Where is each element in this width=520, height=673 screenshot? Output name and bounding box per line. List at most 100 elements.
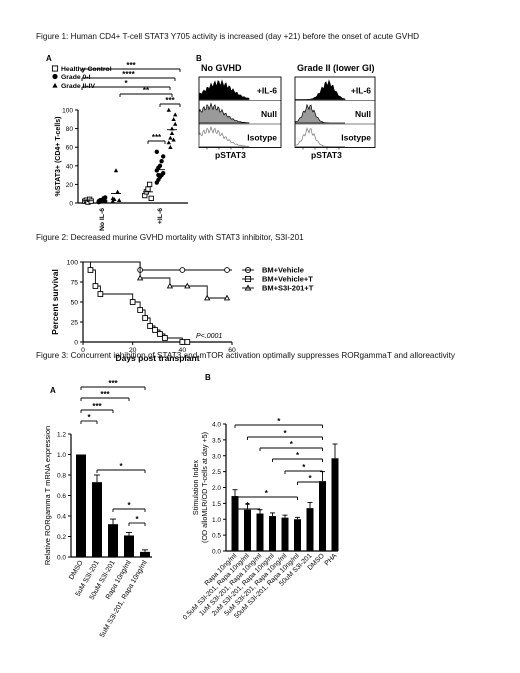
flow-panel-title: No GVHD [201,63,242,73]
x-category-label: DMSO [68,559,85,581]
data-point [154,149,159,155]
figure2-survival-chart: 0 25 50 75 100 0 20 40 60 Days post transplant Per… [50,260,314,364]
bar [124,535,134,557]
y-tick-label: 0 [69,201,73,208]
y-tick-label: 50 [70,300,78,307]
legend-label-0: BM+Vehicle [262,266,304,275]
p-value-label: P<.0001 [196,333,222,340]
flow-row-label: +IL-6 [257,86,277,96]
sig-bracket-4-label: * [302,463,306,472]
data-point [168,135,173,140]
legend-label-2: Grade II-IV [61,83,95,90]
y-tick-label: 0.0 [212,549,221,556]
sig-bracket-2-label: * [124,79,128,88]
data-point [171,137,176,142]
survival-marker [142,315,148,321]
y-tick-label: 40 [66,163,74,170]
y-tick-label: 0.8 [57,473,66,480]
sig-bracket-1-label: * [283,429,287,438]
sig-bracket-6-label: * [135,515,139,524]
flow-row-label: Isotype [247,133,277,143]
y-tick-label: 20 [66,182,74,189]
y-tick-label: 25 [70,320,78,327]
survival-marker [166,282,174,289]
bar [281,517,289,551]
data-point [166,107,171,112]
survival-marker [223,294,231,301]
sig-bracket-1-label: *** [92,402,102,411]
data-point [171,117,176,122]
sig-bracket-3-label: *** [108,379,118,388]
survival-marker [87,267,94,273]
x-tick-label: 0 [81,347,85,354]
data-point [159,158,164,164]
y-axis-label-2: (OD alloMLR/OD T-cells at day +5) [200,432,209,543]
legend-label-1: BM+Vehicle+T [262,275,313,284]
data-point [113,168,119,173]
data-point [148,195,154,201]
y-axis-label: Stimulation Index [191,460,200,516]
y-tick-label: 1.0 [212,517,221,524]
y-tick-label: 4.0 [212,422,221,429]
sig-bracket-0-label: *** [126,61,136,70]
y-tick-label: 3.5 [212,437,221,444]
x-category-label: +IL-6 [157,208,164,224]
flow-histogram [295,79,346,100]
x-tick-label: 40 [179,347,187,354]
data-point [161,171,166,176]
bar [231,496,239,551]
sig-bracket-4-label: *** [165,96,175,105]
y-tick-label: 0.6 [57,493,66,500]
survival-marker [129,299,136,305]
y-axis-label: Percent survival [50,269,60,335]
x-tick-label: 20 [129,347,137,354]
data-point [166,140,171,145]
data-point [173,112,178,117]
flow-row-label: Isotype [341,133,371,143]
data-point [157,163,163,168]
y-tick-label: 100 [67,260,79,267]
y-tick-label: 1.2 [57,432,66,439]
bar [92,482,102,557]
y-tick-label: 0 [74,340,78,347]
y-tick-label: 100 [62,108,73,115]
legend-marker-0 [51,65,59,72]
flow-histogram [198,125,250,147]
data-point [169,131,175,136]
legend-label-0: Healthy Control [61,66,112,73]
flow-x-label: pSTAT3 [215,150,246,160]
y-tick-label: 1.5 [212,501,221,508]
sig-bracket-1-label: **** [122,70,135,79]
survival-marker [179,267,186,273]
legend-label-1: Grade 0-I [61,74,91,81]
flow-histogram [294,127,345,147]
x-category-label: PHA [324,552,339,567]
sig-bracket-0-label: * [277,417,281,426]
flow-row-label: Null [355,109,371,119]
sig-bracket-5-label: * [308,474,312,483]
y-tick-label: 60 [66,145,74,152]
survival-marker [92,283,99,289]
y-tick-label: 2.0 [212,485,221,492]
sig-bracket-4-label: * [119,462,123,471]
survival-marker [137,307,143,313]
survival-marker [184,282,191,289]
data-point [156,172,161,178]
survival-marker [224,267,230,273]
y-tick-label: 3.0 [212,453,221,460]
bar [306,508,314,551]
sig-bracket-5-label: * [127,501,131,510]
data-point [103,195,108,200]
flow-x-label: pSTAT3 [311,150,342,160]
survival-marker [162,335,168,341]
sig-bracket-2-label: *** [100,390,110,399]
flow-histogram [198,79,250,100]
bar [108,524,118,557]
y-tick-label: 75 [70,280,78,287]
figure3-panel-b: B 0.0 0.5 1.0 1.5 2.0 2.5 3.0 3.5 4.0 Stimulation … [182,373,339,622]
legend-label-2: BM+S3I-201+T [262,284,314,293]
legend-marker-1 [52,73,58,80]
y-tick-label: 0.5 [212,533,221,540]
flow-row-label: +IL-6 [351,86,371,96]
x-axis-label: Days post transplant [115,353,199,363]
